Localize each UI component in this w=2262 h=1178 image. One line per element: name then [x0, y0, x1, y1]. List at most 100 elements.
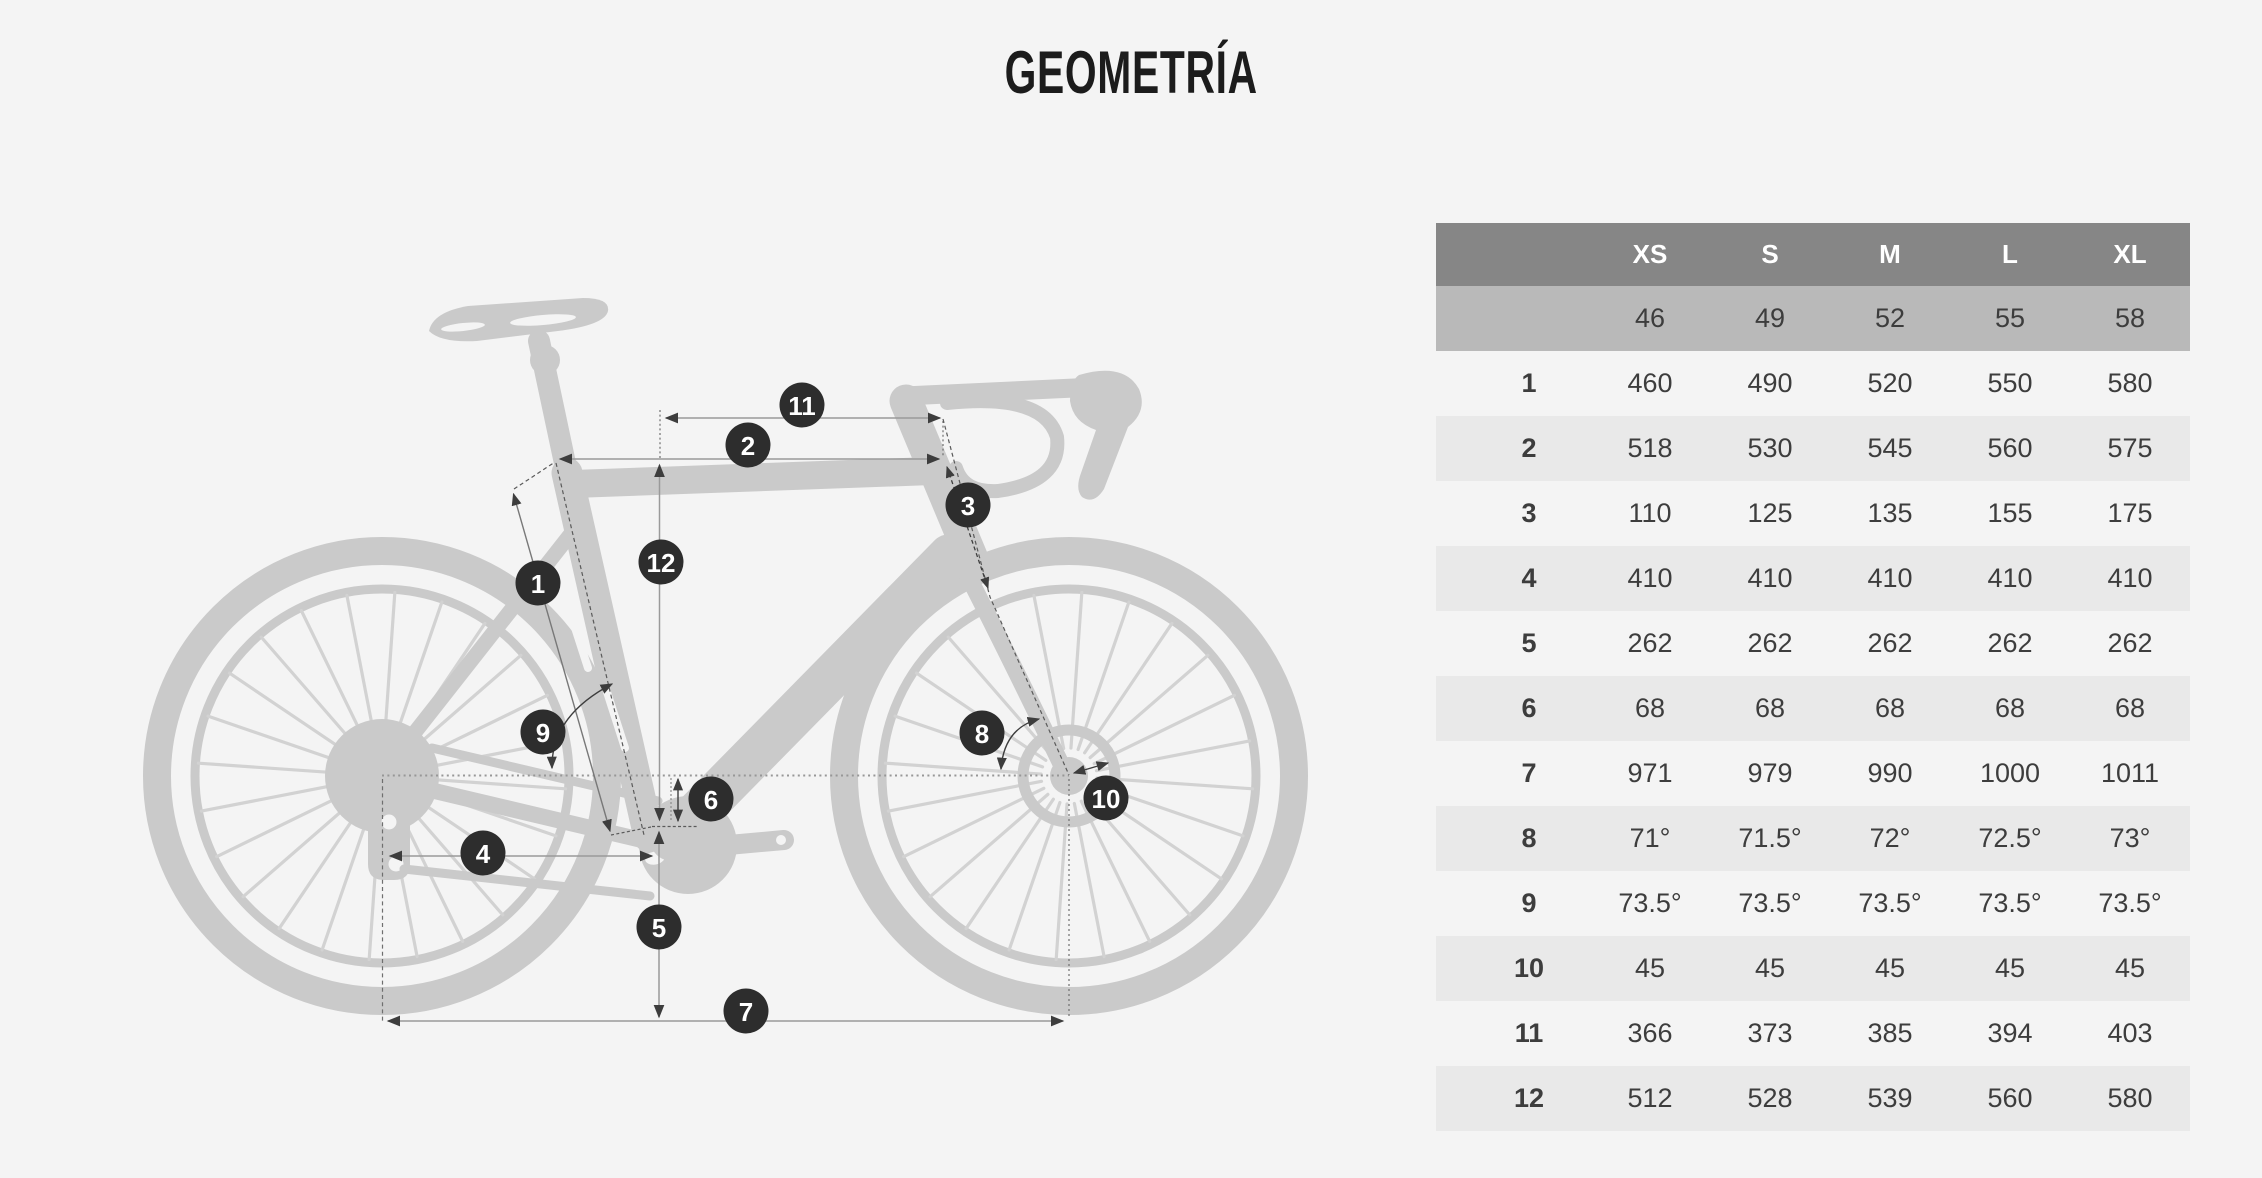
value-cell: 410	[2070, 546, 2190, 611]
frame-size-cell: 49	[1710, 286, 1830, 351]
value-cell: 68	[1710, 676, 1830, 741]
value-cell: 155	[1987, 498, 2033, 528]
value-cell: 71.5°	[1710, 806, 1830, 871]
row-label: 3	[1521, 498, 1537, 528]
row-label: 1	[1521, 368, 1537, 398]
value-cell: 262	[1627, 628, 1673, 658]
value-cell: 125	[1747, 498, 1793, 528]
value-cell: 73.5°	[1858, 888, 1922, 918]
size-header-M: M	[1830, 223, 1950, 286]
table-row-10: 10 45 45 45 45 45	[1436, 936, 2190, 1001]
corner-header-cell	[1436, 223, 1590, 286]
value-cell: 575	[2070, 416, 2190, 481]
svg-text:10: 10	[1092, 784, 1121, 814]
size-header-XL: XL	[2070, 223, 2190, 286]
value-cell: 560	[1950, 1066, 2070, 1131]
svg-text:11: 11	[788, 391, 816, 421]
dim-1	[511, 492, 612, 833]
value-cell: 73.5°	[1978, 888, 2042, 918]
value-cell: 580	[2107, 368, 2153, 398]
svg-text:12: 12	[647, 548, 676, 578]
value-cell: 518	[1590, 416, 1710, 481]
value-cell: 262	[1747, 628, 1793, 658]
table-row-7: 7 971 979 990 1000 1011	[1436, 741, 2190, 806]
table-row-8: 8 71° 71.5° 72° 72.5° 73°	[1436, 806, 2190, 871]
row-label: 10	[1436, 936, 1590, 1001]
value-cell: 410	[1950, 546, 2070, 611]
dimension-marker-8: 8	[959, 710, 1005, 756]
frame-size-row: 46 49 52 55 58	[1436, 286, 2190, 351]
row-label: 9	[1521, 888, 1537, 918]
value-cell: 262	[1867, 628, 1913, 658]
seat-clamp	[530, 345, 560, 375]
value-cell: 385	[1867, 1018, 1913, 1048]
row-label: 8	[1436, 806, 1590, 871]
frame-size-cell: 52	[1830, 286, 1950, 351]
table-row-3: 3 110 125 135 155 175	[1436, 481, 2190, 546]
row-label: 11	[1514, 1018, 1544, 1048]
table-row-12: 12 512 528 539 560 580	[1436, 1066, 2190, 1131]
frame-size-cell: 46	[1590, 286, 1710, 351]
value-cell: 550	[1987, 368, 2033, 398]
value-cell: 580	[2070, 1066, 2190, 1131]
value-cell: 175	[2107, 498, 2153, 528]
dimension-marker-5: 5	[636, 904, 682, 950]
dimension-marker-10: 10	[1083, 775, 1129, 821]
svg-text:8: 8	[975, 719, 989, 749]
value-cell: 490	[1747, 368, 1793, 398]
dim-3	[945, 465, 990, 590]
value-cell: 73.5°	[2098, 888, 2162, 918]
value-cell: 403	[2107, 1018, 2153, 1048]
table-row-11: 11 366 373 385 394 403	[1436, 1001, 2190, 1066]
value-cell: 45	[2070, 936, 2190, 1001]
svg-text:9: 9	[536, 718, 550, 748]
frame-size-cell: 55	[1950, 286, 2070, 351]
value-cell: 410	[1830, 546, 1950, 611]
dimension-marker-3: 3	[945, 482, 991, 528]
value-cell: 262	[1987, 628, 2033, 658]
svg-text:1: 1	[531, 569, 545, 599]
svg-text:3: 3	[961, 491, 975, 521]
dimension-marker-7: 7	[723, 988, 769, 1034]
row-label: 4	[1436, 546, 1590, 611]
svg-text:5: 5	[652, 913, 666, 943]
value-cell: 990	[1867, 758, 1913, 788]
saddle	[429, 298, 609, 342]
frame-size-cell: 58	[2070, 286, 2190, 351]
row-label: 2	[1436, 416, 1590, 481]
svg-text:2: 2	[741, 431, 755, 461]
value-cell: 460	[1627, 368, 1673, 398]
front-rotor	[1017, 724, 1121, 828]
table-row-2: 2 518 530 545 560 575	[1436, 416, 2190, 481]
dimension-marker-4: 4	[460, 830, 506, 876]
value-cell: 410	[1710, 546, 1830, 611]
table-row-4: 4 410 410 410 410 410	[1436, 546, 2190, 611]
value-cell: 530	[1710, 416, 1830, 481]
table-row-9: 9 73.5° 73.5° 73.5° 73.5° 73.5°	[1436, 871, 2190, 936]
value-cell: 545	[1830, 416, 1950, 481]
table-row-1: 1 460 490 520 550 580	[1436, 351, 2190, 416]
value-cell: 560	[1950, 416, 2070, 481]
value-cell: 979	[1747, 758, 1793, 788]
dimension-marker-11: 11	[779, 382, 825, 428]
frame-size-cell	[1436, 286, 1590, 351]
geometry-table: XS S M L XL 46 49 52 55 58 1 460 490 520 550 580 2 518 53…	[1436, 223, 2190, 1131]
value-cell: 68	[1950, 676, 2070, 741]
svg-text:7: 7	[739, 997, 753, 1027]
value-cell: 73.5°	[1618, 888, 1682, 918]
value-cell: 45	[1710, 936, 1830, 1001]
dim-9-angle	[546, 683, 614, 770]
svg-text:4: 4	[476, 839, 491, 869]
value-cell: 512	[1590, 1066, 1710, 1131]
brake-lever	[1070, 370, 1142, 500]
dimension-marker-6: 6	[688, 776, 734, 822]
value-cell: 410	[1590, 546, 1710, 611]
size-header-S: S	[1710, 223, 1830, 286]
bike-silhouette	[143, 298, 1308, 1015]
row-label: 12	[1436, 1066, 1590, 1131]
table-row-6: 6 68 68 68 68 68	[1436, 676, 2190, 741]
value-cell: 72°	[1830, 806, 1950, 871]
value-cell: 68	[2070, 676, 2190, 741]
dim-10	[1072, 761, 1110, 775]
